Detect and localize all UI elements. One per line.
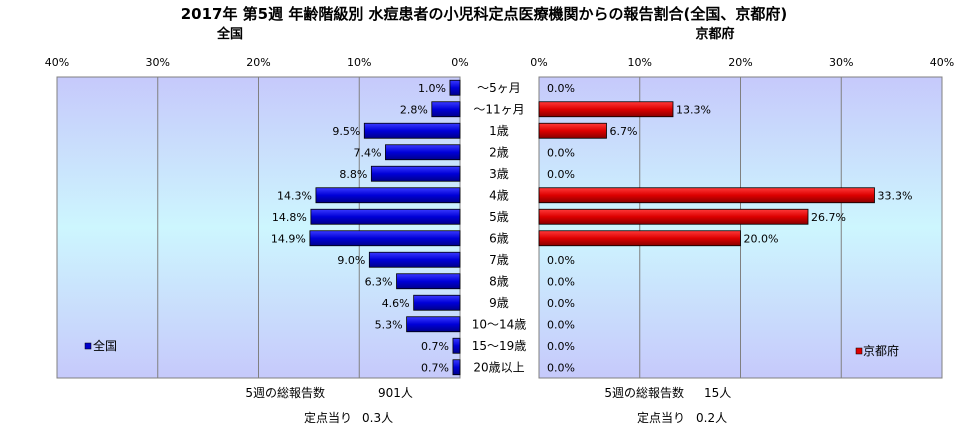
category-label: 3歳 xyxy=(489,167,509,181)
data-label-kyoto: 0.0% xyxy=(547,318,575,331)
x-tick-label: 20% xyxy=(728,56,752,69)
category-label: 7歳 xyxy=(489,253,509,267)
data-label-national: 4.6% xyxy=(382,297,410,310)
data-label-national: 2.8% xyxy=(400,103,428,116)
panel-title-national: 全国 xyxy=(216,26,243,42)
data-label-national: 9.5% xyxy=(332,125,360,138)
footer-national: 5週の総報告数 901人 定点当り 0.3人 xyxy=(245,385,413,425)
bar-national xyxy=(452,337,461,354)
data-label-national: 0.7% xyxy=(421,340,449,353)
category-label: 20歳以上 xyxy=(473,360,524,374)
data-label-national: 7.4% xyxy=(353,146,381,159)
bar-national xyxy=(310,208,461,225)
data-label-kyoto: 0.0% xyxy=(547,254,575,267)
data-label-national: 14.9% xyxy=(271,232,306,245)
data-label-national: 9.0% xyxy=(337,254,365,267)
category-label: 15～19歳 xyxy=(472,339,527,353)
data-labels: 1.0%2.8%9.5%7.4%8.8%14.3%14.8%14.9%9.0%6… xyxy=(271,82,913,375)
category-label: 6歳 xyxy=(489,231,509,245)
data-label-kyoto: 0.0% xyxy=(547,168,575,181)
x-tick-label: 10% xyxy=(347,56,371,69)
category-labels: ～5ヶ月 ～11ヶ月 1歳 2歳 3歳 4歳 5歳 6歳 7歳 8歳 9歳 10～14歳 15～19歳 2… xyxy=(472,81,527,375)
footer-total-value-kyoto: 15人 xyxy=(704,386,731,400)
bar-national xyxy=(406,316,461,333)
x-tick-label: 0% xyxy=(530,56,547,69)
bar-kyoto xyxy=(538,101,674,118)
gridlines xyxy=(157,77,842,378)
category-label: 10～14歳 xyxy=(472,317,527,331)
footer-total-label-kyoto: 5週の総報告数 xyxy=(604,385,684,400)
data-label-national: 14.3% xyxy=(277,189,312,202)
category-label: 8歳 xyxy=(489,274,509,288)
bar-national xyxy=(431,101,461,118)
data-label-kyoto: 33.3% xyxy=(877,189,912,202)
bar-national xyxy=(449,79,461,96)
footer-per-site-value-kyoto: 0.2人 xyxy=(696,411,727,425)
data-label-kyoto: 13.3% xyxy=(676,103,711,116)
bar-kyoto xyxy=(538,187,875,204)
x-tick-label: 10% xyxy=(628,56,652,69)
category-label: 5歳 xyxy=(489,210,509,224)
bar-kyoto xyxy=(538,230,741,247)
data-label-kyoto: 0.0% xyxy=(547,297,575,310)
legend-kyoto: 京都府 xyxy=(855,343,899,358)
category-label: 9歳 xyxy=(489,296,509,310)
bar-national xyxy=(396,273,461,290)
data-label-national: 6.3% xyxy=(365,275,393,288)
bars xyxy=(309,79,875,376)
footer-per-site-value-national: 0.3人 xyxy=(362,411,393,425)
data-label-kyoto: 0.0% xyxy=(547,275,575,288)
legend-swatch-national xyxy=(84,342,92,350)
footer-total-value-national: 901人 xyxy=(378,386,413,400)
chart-title: 2017年 第5週 年齢階級別 水痘患者の小児科定点医療機関からの報告割合(全国… xyxy=(181,5,788,23)
legend-label-kyoto: 京都府 xyxy=(863,343,899,358)
x-tick-label: 40% xyxy=(930,56,954,69)
x-tick-label: 40% xyxy=(45,56,69,69)
data-label-kyoto: 0.0% xyxy=(547,340,575,353)
panel-title-kyoto: 京都府 xyxy=(695,26,734,42)
legend-national: 全国 xyxy=(84,338,117,353)
data-label-kyoto: 20.0% xyxy=(744,232,779,245)
footer-per-site-label-national: 定点当り xyxy=(304,410,352,425)
legend-swatch-kyoto xyxy=(855,347,863,355)
bar-national xyxy=(363,122,461,139)
bar-national xyxy=(413,294,461,311)
x-tick-label: 30% xyxy=(146,56,170,69)
data-label-national: 0.7% xyxy=(421,361,449,374)
bar-kyoto xyxy=(538,122,607,139)
x-tick-label: 20% xyxy=(246,56,270,69)
data-label-national: 5.3% xyxy=(375,318,403,331)
data-label-national: 14.8% xyxy=(272,211,307,224)
footer-per-site-label-kyoto: 定点当り xyxy=(637,410,685,425)
category-label: 1歳 xyxy=(489,124,509,138)
data-label-kyoto: 0.0% xyxy=(547,361,575,374)
data-label-kyoto: 6.7% xyxy=(610,125,638,138)
data-label-national: 8.8% xyxy=(339,168,367,181)
footer-total-label-national: 5週の総報告数 xyxy=(245,385,325,400)
data-label-kyoto: 26.7% xyxy=(811,211,846,224)
bar-national xyxy=(452,359,461,376)
x-tick-labels: 40% 30% 20% 10% 0% 0% 10% 20% 30% 40% xyxy=(45,56,954,69)
bar-national xyxy=(368,251,461,268)
category-label: 4歳 xyxy=(489,188,509,202)
footer-kyoto: 5週の総報告数 15人 定点当り 0.2人 xyxy=(604,385,731,425)
bar-national xyxy=(370,165,461,182)
category-label: 2歳 xyxy=(489,145,509,159)
data-label-kyoto: 0.0% xyxy=(547,82,575,95)
bar-national xyxy=(309,230,461,247)
bar-national xyxy=(315,187,461,204)
legend-label-national: 全国 xyxy=(93,338,117,353)
data-label-national: 1.0% xyxy=(418,82,446,95)
data-label-kyoto: 0.0% xyxy=(547,146,575,159)
category-label: ～5ヶ月 xyxy=(477,81,521,95)
category-label: ～11ヶ月 xyxy=(473,102,524,116)
bar-kyoto xyxy=(538,208,809,225)
x-tick-label: 0% xyxy=(451,56,468,69)
bar-national xyxy=(385,144,461,161)
x-tick-label: 30% xyxy=(829,56,853,69)
